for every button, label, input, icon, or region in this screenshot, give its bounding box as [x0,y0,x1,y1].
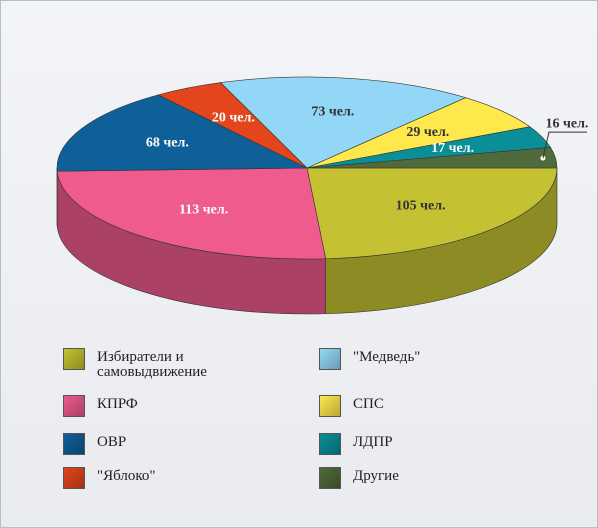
leader-line [542,131,587,159]
value-label: 29 чел. [406,125,449,140]
legend-entry: Другие [319,467,523,489]
pie-slice [56,94,308,172]
pie-slice [56,167,327,260]
value-label: 105 чел. [396,199,446,214]
value-label: 113 чел. [179,202,228,217]
legend-swatch [63,348,85,370]
legend-swatch [319,395,341,417]
legend-label: СПС [353,396,384,412]
legend-label: Другие [353,468,399,484]
legend-label: ОВР [97,434,127,450]
value-label: 20 чел. [212,111,255,126]
legend-entry: КПРФ [63,395,267,417]
value-label: 73 чел. [311,105,354,120]
value-label: 17 чел. [431,141,474,156]
pie-slice [220,76,467,169]
legend-swatch [319,433,341,455]
legend-entry: ОВР [63,433,267,455]
legend-swatch [63,433,85,455]
legend-entry: "Яблоко" [63,467,267,489]
value-label: 68 чел. [146,136,189,151]
legend-entry: Избиратели и самовыдвижение [63,348,267,380]
legend-label: ЛДПР [353,434,393,450]
value-label: 16 чел. [545,116,588,131]
pie-slice [306,147,558,169]
legend-entry: ЛДПР [319,433,523,455]
legend-label: Избиратели и самовыдвижение [97,349,207,380]
legend-entry: "Медведь" [319,348,523,370]
legend-label: "Яблоко" [97,468,156,484]
legend-swatch [319,348,341,370]
legend-swatch [63,467,85,489]
legend-entry: СПС [319,395,523,417]
legend-swatch [63,395,85,417]
legend-label: КПРФ [97,396,138,412]
legend-label: "Медведь" [353,349,421,365]
legend-swatch [319,467,341,489]
pie-slice [306,167,558,260]
